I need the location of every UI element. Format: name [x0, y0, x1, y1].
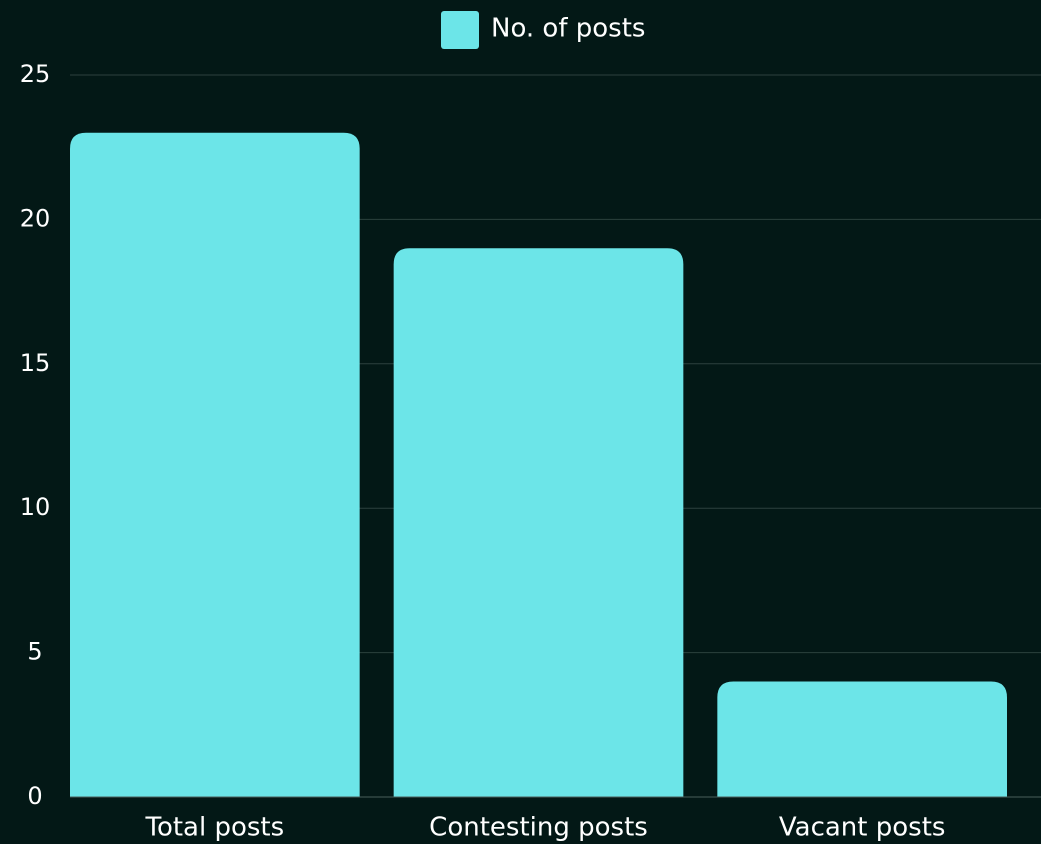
y-tick-label: 10	[20, 493, 51, 521]
legend-label: No. of posts	[491, 14, 645, 44]
y-tick-label: 20	[20, 204, 51, 232]
x-tick-label: Total posts	[144, 813, 284, 843]
y-tick-label: 0	[27, 782, 42, 810]
y-tick-label: 5	[27, 638, 42, 666]
y-tick-label: 25	[20, 60, 51, 88]
bar	[70, 132, 360, 797]
x-tick-label: Vacant posts	[779, 813, 946, 843]
y-tick-label: 15	[20, 349, 51, 377]
bar	[717, 681, 1007, 797]
bar	[393, 248, 684, 797]
x-tick-label: Contesting posts	[429, 813, 648, 843]
legend-swatch	[441, 11, 479, 49]
